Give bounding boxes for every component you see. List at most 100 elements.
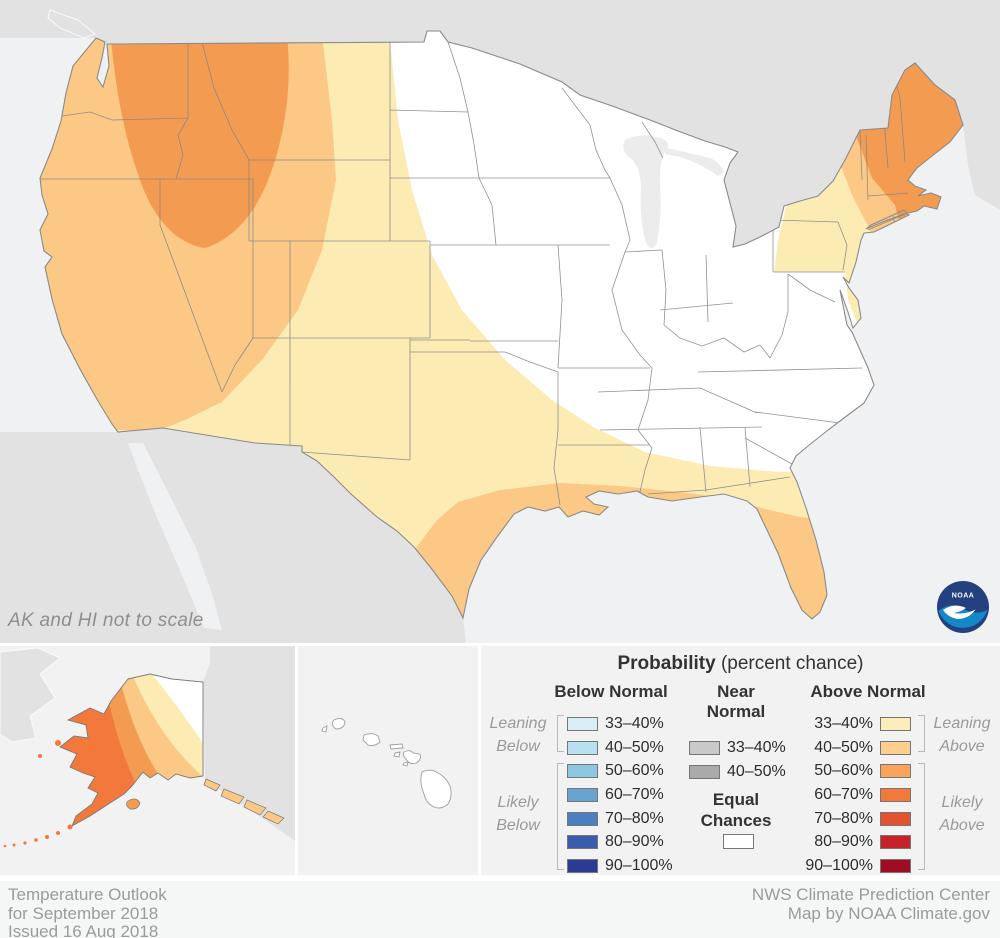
legend-range-label: 70–80% — [605, 809, 664, 827]
bracket-likely-above — [918, 763, 925, 870]
island-kauai — [331, 717, 346, 730]
scale-note: AK and HI not to scale — [8, 610, 204, 631]
kodiak-island — [126, 798, 141, 810]
seagull-icon — [943, 605, 976, 619]
legend-range-label: 80–90% — [605, 833, 664, 851]
legend-header-above: Above Normal — [810, 682, 926, 701]
legend-row-below: 80–90% — [567, 830, 673, 854]
hawaii-inset-panel — [298, 646, 478, 875]
legend-range-label: 90–100% — [605, 856, 673, 874]
lake-michigan — [623, 135, 724, 249]
legend-row-below: 60–70% — [567, 783, 673, 807]
legend-range-label: 33–40% — [605, 714, 664, 732]
legend-swatch — [567, 740, 598, 755]
legend-row-above: 60–70% — [801, 783, 911, 807]
footer-title-line: Temperature Outlook — [8, 885, 167, 904]
alaska-inset-panel — [0, 646, 295, 875]
legend-row-below: 50–60% — [567, 759, 673, 783]
equal-chances-swatch — [723, 834, 754, 849]
legend-range-label: 90–100% — [805, 856, 873, 874]
alaska-outline — [59, 673, 204, 828]
legend-header-below: Below Normal — [554, 682, 668, 701]
legend-row-above: 33–40% — [801, 712, 911, 736]
region-above-50-60-northwest — [108, 31, 289, 248]
conus-map-svg — [0, 0, 1000, 643]
legend-row-below: 90–100% — [567, 854, 673, 878]
label-likely-above-2: Above — [939, 817, 985, 834]
legend-swatch — [880, 716, 911, 731]
equal-chances-label-1: Equal — [712, 790, 760, 809]
legend-range-label: 70–80% — [814, 809, 873, 827]
mexico-landmass — [0, 428, 466, 643]
island-lanai — [393, 751, 401, 758]
legend-rows-near: 33–40% 40–50% — [689, 736, 786, 783]
island-molokai — [389, 743, 404, 750]
noaa-logo-text: NOAA — [952, 593, 975, 600]
alaska-inset-svg — [0, 646, 295, 875]
legend-range-label: 40–50% — [605, 738, 664, 756]
alaska-panhandle — [203, 778, 285, 825]
legend-title-strong: Probability — [617, 653, 716, 674]
legend-range-label: 60–70% — [605, 785, 664, 803]
footer-source-line: NWS Climate Prediction Center — [751, 885, 990, 904]
legend-row-below: 40–50% — [567, 736, 673, 760]
legend-swatch — [880, 740, 911, 755]
bracket-likely-below — [557, 763, 564, 870]
footer-issued-line: Issued 16 Aug 2018 — [8, 922, 159, 938]
legend-title: Probability (percent chance) — [481, 653, 1000, 675]
legend-row-below: 70–80% — [567, 807, 673, 831]
legend-range-label: 50–60% — [814, 762, 873, 780]
legend-swatch — [880, 764, 911, 779]
legend-swatch — [567, 835, 598, 850]
legend-row-above: 70–80% — [801, 807, 911, 831]
label-leaning-below: Leaning Below — [483, 712, 553, 758]
footer-period-line: for September 2018 — [8, 903, 159, 923]
aleutian-islands — [3, 740, 73, 848]
legend-swatch — [880, 858, 911, 873]
label-leaning-above-2: Above — [939, 738, 985, 755]
label-likely-below: Likely Below — [483, 791, 553, 837]
legend-swatch — [567, 716, 598, 731]
footer-left: Temperature Outlook for September 2018 I… — [8, 885, 167, 938]
hawaii-islands — [321, 717, 452, 809]
legend-swatch — [880, 835, 911, 850]
legend-row-near: 40–50% — [689, 760, 786, 784]
legend-range-label: 80–90% — [814, 833, 873, 851]
island-oahu — [362, 733, 381, 747]
legend-range-label: 33–40% — [814, 714, 873, 732]
vancouver-island — [47, 9, 96, 39]
legend-panel: Probability (percent chance) Below Norma… — [481, 646, 1000, 875]
noaa-logo: NOAA — [937, 581, 989, 633]
bracket-leaning-above — [918, 715, 925, 752]
label-leaning-above: Leaning Above — [927, 712, 997, 758]
legend-range-label: 40–50% — [727, 762, 786, 780]
legend-swatch — [689, 764, 720, 779]
legend-swatch — [567, 811, 598, 826]
island-maui — [402, 750, 421, 764]
footer: Temperature Outlook for September 2018 I… — [0, 878, 1000, 938]
legend-swatch — [567, 764, 598, 779]
legend-range-label: 33–40% — [727, 738, 786, 756]
legend-rows-below: 33–40% 40–50% 50–60% 60–70% 70–80% 80–90% 90–1… — [567, 712, 673, 878]
canada-landmass — [0, 0, 1000, 247]
gulf-of-california — [128, 443, 222, 630]
label-leaning-below-1: Leaning — [489, 715, 547, 732]
legend-range-label: 50–60% — [605, 762, 664, 780]
legend-swatch — [689, 740, 720, 755]
hawaii-ocean — [298, 646, 478, 875]
legend-row-near: 33–40% — [689, 736, 786, 760]
island-hawaii — [420, 769, 452, 809]
footer-right: NWS Climate Prediction Center Map by NOA… — [751, 885, 990, 938]
legend-swatch — [567, 858, 598, 873]
label-leaning-above-1: Leaning — [933, 715, 991, 732]
legend-row-above: 50–60% — [801, 759, 911, 783]
legend-range-label: 60–70% — [814, 785, 873, 803]
legend-swatch — [880, 811, 911, 826]
legend-range-label: 40–50% — [814, 738, 873, 756]
legend-header-near-1: Near — [717, 682, 755, 701]
label-likely-below-2: Below — [496, 817, 540, 834]
conus-map-area: AK and HI not to scale NOAA — [0, 0, 1000, 643]
legend-title-suffix: (percent chance) — [720, 653, 864, 674]
footer-credit-line: Map by NOAA Climate.gov — [787, 903, 990, 923]
